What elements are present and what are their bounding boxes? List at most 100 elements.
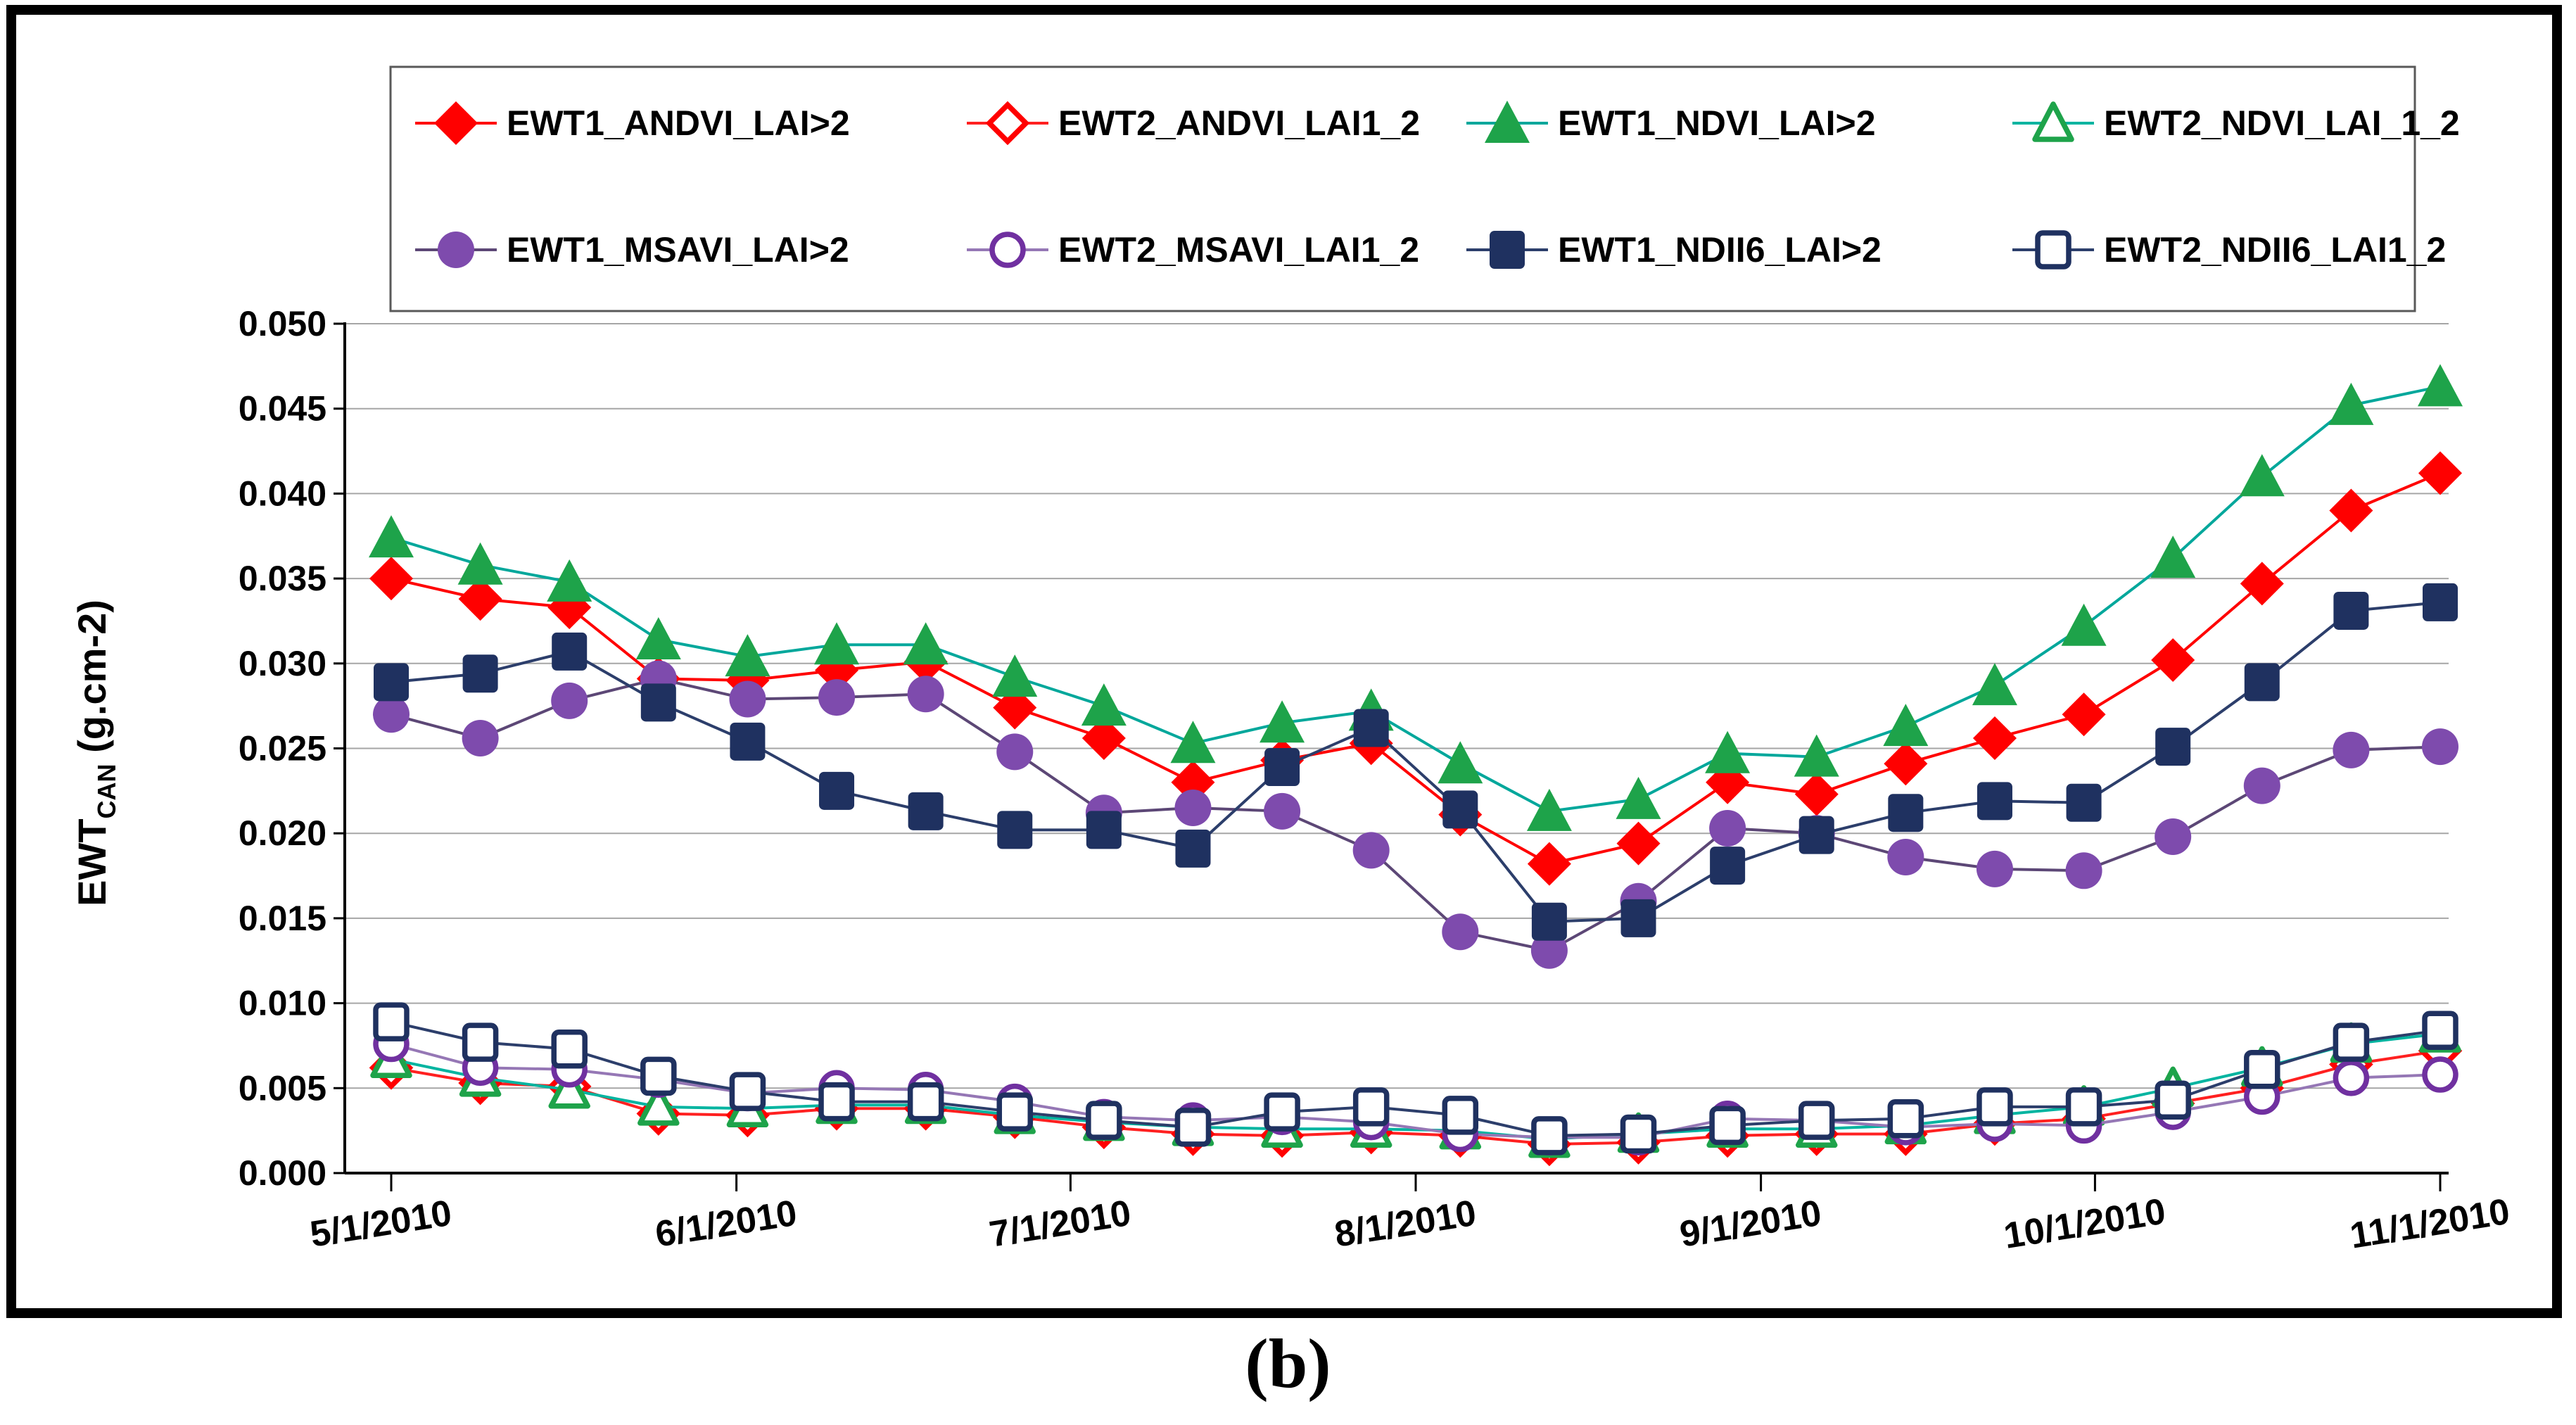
- filled-triangle-marker: [547, 559, 592, 602]
- filled-circle-marker: [551, 682, 588, 719]
- x-axis-tick-labels: 5/1/2010 6/1/2010 7/1/2010 8/1/2010 9/1/2010…: [307, 1191, 2513, 1256]
- y-axis-title-sub: CAN: [92, 764, 121, 818]
- y-tick-label: 0.005: [239, 1068, 326, 1108]
- filled-triangle-marker: [635, 617, 681, 660]
- filled-triangle-marker: [1794, 734, 1839, 777]
- series-line: [391, 471, 2441, 866]
- open-square-marker: [907, 1082, 944, 1122]
- filled-triangle-marker: [1526, 788, 1572, 831]
- open-triangle-marker: [637, 1085, 680, 1126]
- legend-entry-EWT1_NDII6_LAI>2: EWT1_NDII6_LAI>2: [1466, 230, 1882, 270]
- filled-square-marker: [1888, 794, 1924, 832]
- filled-circle-marker: [907, 676, 944, 713]
- filled-circle-marker: [729, 680, 766, 718]
- y-tick-label: 0.020: [239, 813, 326, 853]
- filled-diamond-marker: [2240, 562, 2284, 606]
- legend-label: EWT2_MSAVI_LAI1_2: [1058, 230, 1419, 270]
- y-axis-tick-labels: 0.000 0.005 0.010 0.015 0.020 0.025 0.030 0.035…: [239, 304, 326, 1193]
- filled-diamond-marker: [2329, 488, 2373, 533]
- y-tick-label: 0.040: [239, 474, 326, 513]
- data-series: [369, 364, 2463, 1167]
- legend-entry-EWT2_MSAVI_LAI1_2: EWT2_MSAVI_LAI1_2: [967, 230, 1419, 270]
- series-EWT1_ANDVI_LAI>2: [369, 451, 2462, 886]
- open-square-marker: [640, 1056, 677, 1096]
- filled-square-marker: [997, 811, 1033, 849]
- filled-circle-marker: [2155, 818, 2192, 856]
- series-EWT2_NDII6_LAI1_2: [373, 1002, 2458, 1155]
- filled-circle-marker: [996, 733, 1034, 771]
- filled-square-marker: [1620, 899, 1656, 937]
- x-tick-label: 10/1/2010: [2001, 1191, 2169, 1256]
- filled-diamond-marker: [1081, 716, 1126, 761]
- open-square-marker: [1531, 1116, 1568, 1155]
- filled-triangle-marker: [369, 515, 414, 558]
- legend-entry-EWT1_ANDVI_LAI>2: EWT1_ANDVI_LAI>2: [415, 101, 850, 145]
- x-tick-label: 8/1/2010: [1332, 1193, 1479, 1255]
- filled-triangle-marker: [1081, 683, 1127, 726]
- gridlines: [345, 323, 2449, 1089]
- legend-entries: EWT1_ANDVI_LAI>2 EWT2_ANDVI_LAI1_2 EWT1_ND…: [415, 101, 2460, 270]
- legend: EWT1_ANDVI_LAI>2 EWT2_ANDVI_LAI1_2 EWT1_ND…: [389, 65, 2460, 312]
- y-tick-label: 0.000: [239, 1153, 326, 1193]
- open-square-marker: [2422, 1011, 2458, 1050]
- open-triangle-marker: [2032, 101, 2074, 142]
- filled-diamond-marker: [1527, 842, 1571, 886]
- open-square-marker: [1620, 1114, 1657, 1154]
- filled-triangle-marker: [814, 622, 860, 665]
- legend-label: EWT2_ANDVI_LAI1_2: [1058, 103, 1420, 143]
- y-tick-label: 0.035: [239, 559, 326, 598]
- x-tick-label: 9/1/2010: [1677, 1193, 1824, 1255]
- filled-square-marker: [1490, 231, 1525, 269]
- filled-triangle-marker: [2418, 364, 2463, 407]
- filled-diamond-marker: [2062, 692, 2106, 737]
- open-square-marker: [2065, 1087, 2102, 1127]
- open-square-marker: [1977, 1087, 2013, 1127]
- filled-square-marker: [1798, 816, 1834, 854]
- filled-diamond-marker: [1616, 821, 1661, 866]
- filled-triangle-marker: [2328, 382, 2374, 425]
- x-tick-label: 6/1/2010: [652, 1193, 799, 1255]
- open-square-marker: [1086, 1101, 1122, 1140]
- open-circle-marker: [989, 232, 1026, 268]
- open-square-marker: [551, 1030, 588, 1069]
- open-diamond-marker: [985, 101, 1030, 146]
- filled-triangle-marker: [457, 542, 503, 585]
- axes: [334, 322, 2449, 1191]
- filled-square-marker: [819, 771, 855, 810]
- y-tick-label: 0.015: [239, 899, 326, 938]
- open-square-marker: [373, 1002, 410, 1041]
- y-axis-title-main: EWT: [70, 818, 114, 906]
- filled-diamond-marker: [2151, 638, 2195, 682]
- filled-square-marker: [1264, 748, 1300, 787]
- filled-triangle-marker: [2150, 536, 2196, 578]
- legend-entry-EWT2_NDII6_LAI1_2: EWT2_NDII6_LAI1_2: [2012, 230, 2446, 270]
- open-square-marker: [1264, 1092, 1300, 1132]
- y-tick-label: 0.010: [239, 984, 326, 1023]
- legend-label: EWT1_NDII6_LAI>2: [1558, 230, 1882, 270]
- filled-square-marker: [2155, 728, 2191, 766]
- series-EWT1_NDVI_LAI>2: [369, 364, 2463, 831]
- filled-diamond-marker: [1794, 772, 1839, 816]
- filled-square-marker: [552, 632, 588, 671]
- filled-triangle-marker: [1438, 741, 1483, 784]
- filled-triangle-marker: [1972, 663, 2017, 706]
- x-tick-label: 7/1/2010: [986, 1193, 1134, 1255]
- filled-circle-marker: [2243, 767, 2280, 804]
- y-tick-label: 0.030: [239, 644, 326, 683]
- filled-diamond-marker: [458, 577, 502, 621]
- legend-label: EWT1_MSAVI_LAI>2: [507, 230, 849, 270]
- filled-circle-marker: [1976, 850, 2013, 887]
- filled-circle-marker: [373, 696, 410, 733]
- filled-square-marker: [1353, 709, 1389, 747]
- filled-circle-marker: [1530, 932, 1568, 969]
- filled-circle-marker: [1709, 809, 1746, 847]
- filled-triangle-marker: [1170, 721, 1216, 764]
- filled-square-marker: [2333, 591, 2369, 630]
- figure-caption: (b): [1245, 1324, 1331, 1402]
- filled-triangle-marker: [2061, 603, 2107, 646]
- legend-label: EWT1_NDVI_LAI>2: [1558, 103, 1876, 143]
- open-square-marker: [818, 1082, 855, 1122]
- series-EWT1_NDII6_LAI>2: [374, 583, 2458, 941]
- filled-square-marker: [1175, 829, 1211, 868]
